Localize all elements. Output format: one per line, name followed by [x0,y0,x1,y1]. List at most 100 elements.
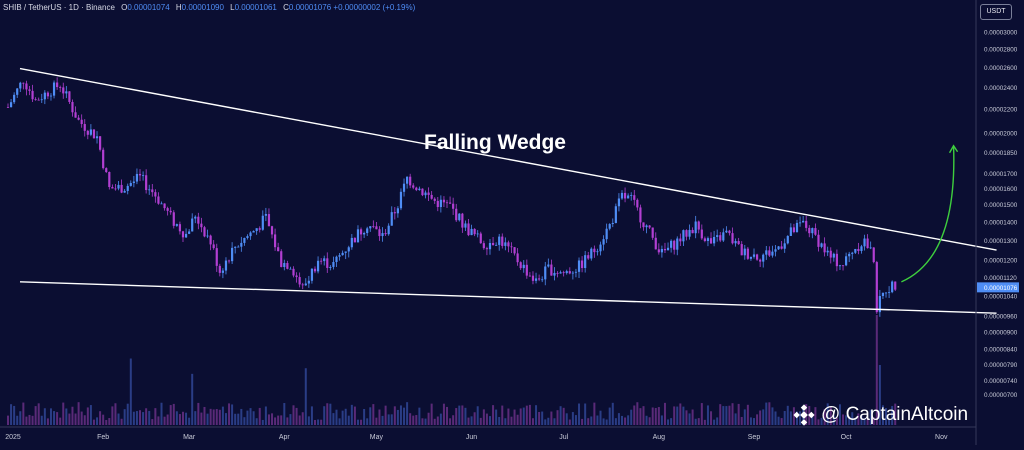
current-price-tag [977,282,1019,293]
candle-body [455,208,458,221]
volume-bar [139,410,142,425]
candle-body [464,223,467,228]
candle-body [700,229,703,239]
volume-bar [885,408,888,425]
candle-body [52,82,56,96]
candle-body [280,251,283,268]
volume-bar [510,416,513,425]
time-axis[interactable]: 2025 Feb Mar Apr May Jun Jul Aug Sep Oct Nov [5,434,948,441]
candle-body [359,229,363,235]
volume-bar [409,413,412,425]
candle-body [329,266,332,268]
volume-bar [341,410,344,425]
volume-bar [700,403,703,425]
volume-bar [863,417,866,425]
candle-body [820,243,823,247]
candle-body [783,243,786,249]
candle-body [608,224,611,229]
candle-body [341,252,344,256]
candle-body [323,258,326,262]
volume-bar [894,403,897,425]
volume-bar [7,415,9,425]
candle-body [666,247,670,251]
volume-bar [888,419,891,425]
candle-body [80,119,83,125]
volume-bar [688,413,691,425]
candle-body [845,256,848,266]
candle-body [221,270,224,273]
volume-bar [473,412,476,425]
candle-body [194,216,197,219]
time-tick-label: Aug [653,434,666,441]
volume-bar [123,409,126,425]
volume-bar [531,418,534,425]
candle-body [267,214,271,227]
volume-bar [648,417,651,425]
volume-bar [857,413,860,425]
candle-body [458,213,461,221]
volume-bar [611,402,614,425]
candle-body [117,184,120,189]
candle-body [593,248,596,253]
candle-body [43,92,46,100]
volume-bar [92,419,95,425]
volume-bar [378,409,381,425]
volume-bar [344,408,347,425]
price-tick-label: 0.00001300 [984,238,1018,245]
volume-bar [657,407,660,425]
lower-trendline[interactable] [19,281,997,314]
volume-bar [854,419,857,425]
volume-bar [571,412,574,425]
volume-bar [832,415,835,425]
candle-body [476,233,479,235]
volume-bar [353,406,356,425]
candle-body [777,246,780,250]
price-tick-label: 0.00002600 [984,65,1018,72]
price-axis[interactable]: 0.00003000 0.00002800 0.00002600 0.00002400… [977,30,1019,399]
volume-bar [65,408,68,425]
candle-body [393,212,396,214]
volume-bar [436,416,439,425]
volume-bar [467,417,470,425]
volume-bar [439,413,442,425]
volume-bar [811,413,814,425]
volume-bar [338,418,341,425]
volume-bar [46,418,49,425]
volume-bar [630,409,633,425]
volume-bar [154,408,157,425]
volume-bar [587,418,590,425]
candle-body [264,214,267,216]
candle-body [817,234,820,247]
candle-body [531,275,535,281]
high-label: H [175,3,182,12]
volume-bar [366,418,369,425]
volume-bar [56,412,59,425]
currency-button[interactable]: USDT [980,4,1012,20]
candle-body [439,199,442,208]
trendlines [19,67,997,314]
candle-body [442,199,446,203]
candle-body [568,271,571,274]
volume-bar [99,411,102,425]
volume-bar [584,403,587,425]
candle-body [516,253,519,263]
volume-bar [34,406,37,425]
volume-bar [842,414,845,425]
candle-body [875,262,878,313]
volume-bar [685,410,688,425]
projection-arrow[interactable] [901,145,955,283]
upper-trendline[interactable] [19,67,997,251]
volume-bar [817,419,820,425]
volume-bar [455,408,458,425]
volume-bar [538,411,541,425]
volume-bar [765,402,768,425]
volume-bar [482,409,485,425]
low-label: L [230,3,235,12]
volume-bar [663,402,666,425]
candle-body [832,253,835,258]
candle-body [482,243,485,249]
volume-bar [568,419,571,425]
candle-body [504,242,507,246]
